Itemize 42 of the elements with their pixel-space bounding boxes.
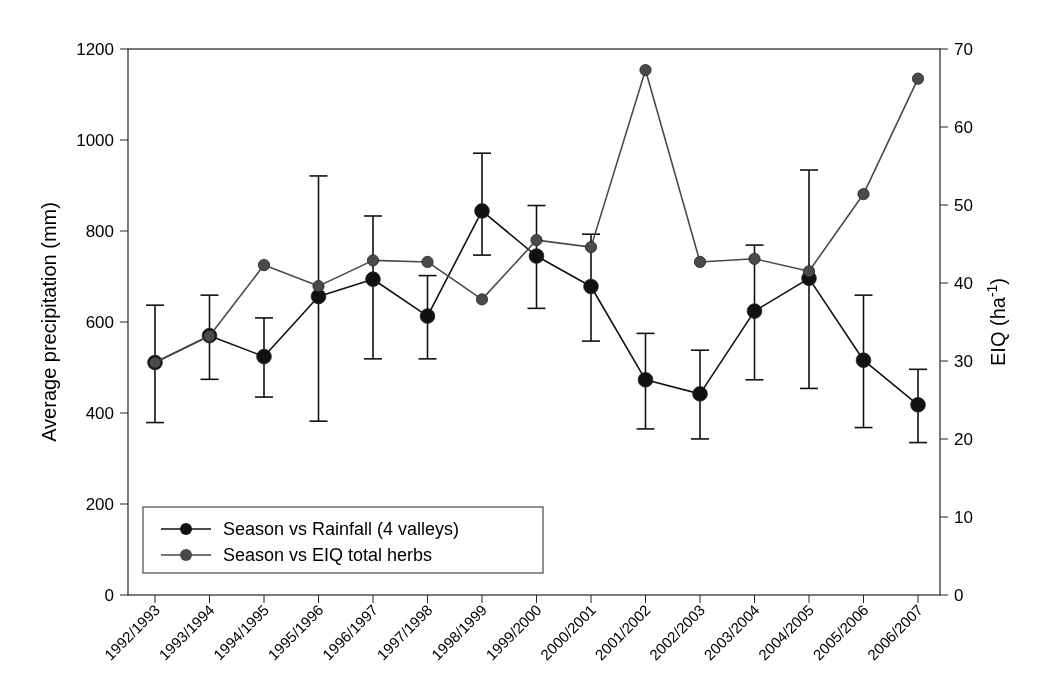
y2-tick-label: 10 [954, 507, 973, 527]
legend-label: Season vs Rainfall (4 valleys) [223, 519, 460, 540]
point [528, 248, 545, 264]
point [475, 293, 489, 306]
point [748, 252, 761, 265]
point [639, 64, 652, 77]
point [583, 278, 599, 295]
point [312, 280, 325, 293]
point [530, 234, 543, 247]
point [584, 241, 598, 254]
y2-tick-label: 40 [954, 273, 973, 293]
y-tick-label: 600 [85, 312, 114, 332]
y2-tick-label: 50 [954, 195, 973, 215]
y2-tick-label: 20 [954, 429, 973, 449]
point [419, 308, 436, 324]
point [911, 72, 925, 85]
y-tick-label: 400 [85, 403, 114, 423]
point [421, 255, 434, 268]
point [256, 348, 272, 365]
y2-tick-label: 60 [954, 117, 973, 137]
y-tick-label: 0 [104, 585, 114, 605]
y2-tick-label: 0 [954, 585, 964, 605]
point [692, 386, 708, 402]
y-tick-label: 1200 [76, 39, 114, 59]
y2-tick-label: 30 [954, 351, 973, 371]
y-tick-label: 1000 [76, 130, 114, 150]
point [910, 397, 926, 413]
point [857, 188, 870, 201]
point [855, 352, 872, 368]
y-tick-label: 800 [85, 221, 114, 241]
y2-tick-label: 70 [954, 39, 973, 59]
point [257, 259, 271, 272]
point [802, 265, 816, 278]
point [474, 203, 490, 219]
y-axis-title: Average precipitation (mm) [38, 202, 60, 442]
y-tick-label: 200 [85, 494, 114, 514]
point [693, 255, 707, 268]
point [746, 303, 763, 319]
point [365, 271, 381, 287]
point [637, 372, 654, 388]
legend-label: Season vs EIQ total herbs [223, 545, 433, 566]
point [366, 254, 380, 267]
